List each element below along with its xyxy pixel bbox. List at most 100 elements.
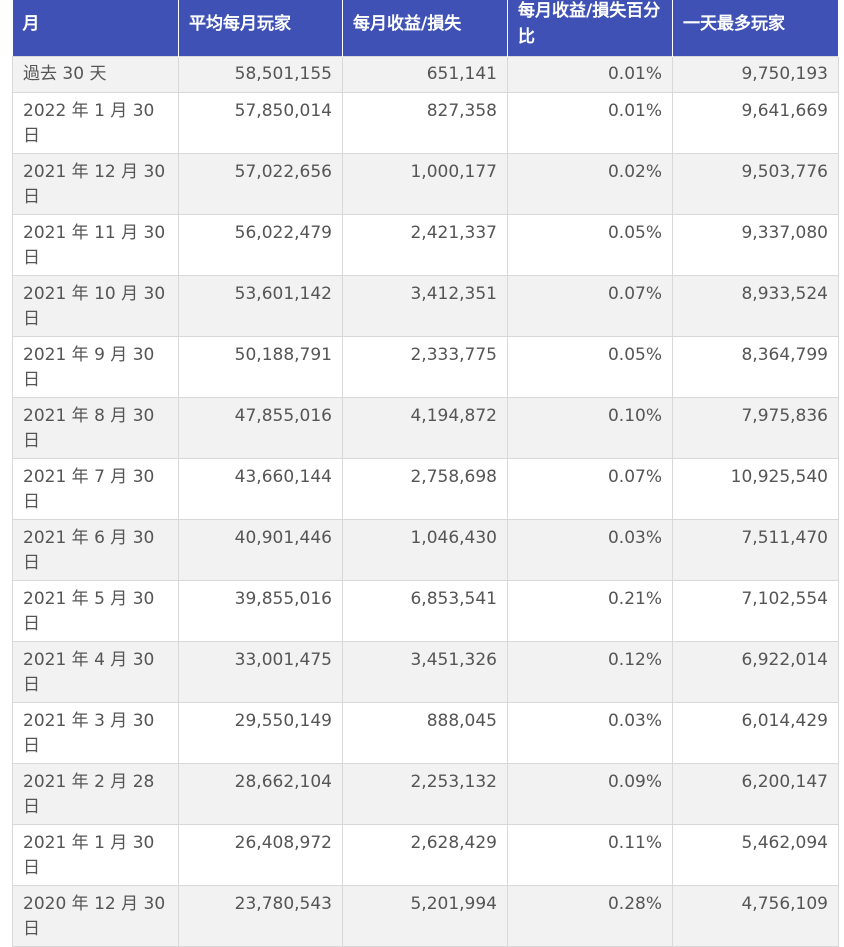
cell-monthly-gain-loss: 3,412,351 — [342, 275, 508, 337]
cell-monthly-gain-loss-percent: 0.02% — [507, 153, 673, 215]
cell-monthly-gain-loss: 888,045 — [342, 702, 508, 764]
cell-avg-monthly-players: 53,601,142 — [178, 275, 343, 337]
cell-avg-monthly-players: 28,662,104 — [178, 763, 343, 825]
cell-month: 2021 年 8 月 30 日 — [12, 397, 179, 459]
cell-month: 2021 年 2 月 28 日 — [12, 763, 179, 825]
cell-month: 2021 年 10 月 30 日 — [12, 275, 179, 337]
header-row: 月 平均每月玩家 每月收益/損失 每月收益/損失百分比 一天最多玩家 — [12, 0, 839, 57]
cell-avg-monthly-players: 40,901,446 — [178, 519, 343, 581]
table-row: 2021 年 8 月 30 日 47,855,016 4,194,872 0.10% 7… — [12, 397, 839, 459]
cell-monthly-gain-loss: 1,000,177 — [342, 153, 508, 215]
table-row: 2021 年 2 月 28 日 28,662,104 2,253,132 0.09% 6… — [12, 763, 839, 825]
cell-avg-monthly-players: 23,780,543 — [178, 885, 343, 947]
cell-monthly-gain-loss-percent: 0.07% — [507, 275, 673, 337]
cell-avg-monthly-players: 58,501,155 — [178, 56, 343, 93]
table-row: 2021 年 6 月 30 日 40,901,446 1,046,430 0.03% 7… — [12, 519, 839, 581]
cell-month: 2021 年 4 月 30 日 — [12, 641, 179, 703]
table-row: 2021 年 9 月 30 日 50,188,791 2,333,775 0.05% 8… — [12, 336, 839, 398]
cell-month: 2021 年 3 月 30 日 — [12, 702, 179, 764]
cell-monthly-gain-loss-percent: 0.03% — [507, 702, 673, 764]
cell-avg-monthly-players: 29,550,149 — [178, 702, 343, 764]
table-row: 2021 年 12 月 30 日 57,022,656 1,000,177 0.02%… — [12, 153, 839, 215]
cell-peak-daily-players: 6,922,014 — [672, 641, 839, 703]
header-peak-daily-players[interactable]: 一天最多玩家 — [672, 0, 839, 57]
cell-monthly-gain-loss-percent: 0.10% — [507, 397, 673, 459]
table-row: 2022 年 1 月 30 日 57,850,014 827,358 0.01% 9,6… — [12, 92, 839, 154]
table-body: 過去 30 天 58,501,155 651,141 0.01% 9,750,193 20… — [12, 56, 839, 947]
cell-peak-daily-players: 7,511,470 — [672, 519, 839, 581]
cell-monthly-gain-loss-percent: 0.09% — [507, 763, 673, 825]
cell-monthly-gain-loss: 2,253,132 — [342, 763, 508, 825]
cell-avg-monthly-players: 57,022,656 — [178, 153, 343, 215]
cell-monthly-gain-loss: 1,046,430 — [342, 519, 508, 581]
cell-peak-daily-players: 8,933,524 — [672, 275, 839, 337]
cell-peak-daily-players: 5,462,094 — [672, 824, 839, 886]
cell-peak-daily-players: 6,200,147 — [672, 763, 839, 825]
table-row: 2021 年 11 月 30 日 56,022,479 2,421,337 0.05%… — [12, 214, 839, 276]
table-row: 2021 年 10 月 30 日 53,601,142 3,412,351 0.07%… — [12, 275, 839, 337]
cell-monthly-gain-loss: 5,201,994 — [342, 885, 508, 947]
cell-month: 2021 年 9 月 30 日 — [12, 336, 179, 398]
table-row: 2021 年 4 月 30 日 33,001,475 3,451,326 0.12% 6… — [12, 641, 839, 703]
header-month[interactable]: 月 — [12, 0, 179, 57]
table-row: 2020 年 12 月 30 日 23,780,543 5,201,994 0.28%… — [12, 885, 839, 947]
cell-monthly-gain-loss-percent: 0.07% — [507, 458, 673, 520]
cell-peak-daily-players: 7,975,836 — [672, 397, 839, 459]
cell-monthly-gain-loss-percent: 0.21% — [507, 580, 673, 642]
cell-monthly-gain-loss: 827,358 — [342, 92, 508, 154]
cell-peak-daily-players: 9,641,669 — [672, 92, 839, 154]
cell-peak-daily-players: 10,925,540 — [672, 458, 839, 520]
player-stats-table-container: 月 平均每月玩家 每月收益/損失 每月收益/損失百分比 一天最多玩家 過去 30… — [12, 0, 839, 947]
table-row: 2021 年 3 月 30 日 29,550,149 888,045 0.03% 6,0… — [12, 702, 839, 764]
cell-peak-daily-players: 7,102,554 — [672, 580, 839, 642]
cell-month: 2021 年 12 月 30 日 — [12, 153, 179, 215]
cell-month: 2022 年 1 月 30 日 — [12, 92, 179, 154]
table-row: 2021 年 7 月 30 日 43,660,144 2,758,698 0.07% 1… — [12, 458, 839, 520]
cell-monthly-gain-loss: 3,451,326 — [342, 641, 508, 703]
cell-month: 2021 年 11 月 30 日 — [12, 214, 179, 276]
cell-monthly-gain-loss-percent: 0.28% — [507, 885, 673, 947]
cell-monthly-gain-loss: 6,853,541 — [342, 580, 508, 642]
cell-monthly-gain-loss-percent: 0.05% — [507, 214, 673, 276]
cell-month: 2021 年 6 月 30 日 — [12, 519, 179, 581]
table-row: 2021 年 5 月 30 日 39,855,016 6,853,541 0.21% 7… — [12, 580, 839, 642]
cell-avg-monthly-players: 33,001,475 — [178, 641, 343, 703]
cell-monthly-gain-loss: 2,333,775 — [342, 336, 508, 398]
cell-avg-monthly-players: 57,850,014 — [178, 92, 343, 154]
cell-avg-monthly-players: 47,855,016 — [178, 397, 343, 459]
cell-peak-daily-players: 9,337,080 — [672, 214, 839, 276]
cell-peak-daily-players: 9,750,193 — [672, 56, 839, 93]
cell-monthly-gain-loss-percent: 0.01% — [507, 92, 673, 154]
cell-monthly-gain-loss: 4,194,872 — [342, 397, 508, 459]
table-header: 月 平均每月玩家 每月收益/損失 每月收益/損失百分比 一天最多玩家 — [12, 0, 839, 57]
cell-avg-monthly-players: 26,408,972 — [178, 824, 343, 886]
cell-avg-monthly-players: 50,188,791 — [178, 336, 343, 398]
header-monthly-gain-loss-percent[interactable]: 每月收益/損失百分比 — [507, 0, 673, 57]
cell-month: 2021 年 7 月 30 日 — [12, 458, 179, 520]
cell-peak-daily-players: 6,014,429 — [672, 702, 839, 764]
cell-month: 2021 年 5 月 30 日 — [12, 580, 179, 642]
cell-avg-monthly-players: 43,660,144 — [178, 458, 343, 520]
cell-peak-daily-players: 4,756,109 — [672, 885, 839, 947]
cell-monthly-gain-loss-percent: 0.11% — [507, 824, 673, 886]
cell-monthly-gain-loss-percent: 0.05% — [507, 336, 673, 398]
cell-monthly-gain-loss-percent: 0.12% — [507, 641, 673, 703]
table-row: 2021 年 1 月 30 日 26,408,972 2,628,429 0.11% 5… — [12, 824, 839, 886]
cell-avg-monthly-players: 56,022,479 — [178, 214, 343, 276]
table-row: 過去 30 天 58,501,155 651,141 0.01% 9,750,193 — [12, 56, 839, 93]
cell-monthly-gain-loss-percent: 0.01% — [507, 56, 673, 93]
cell-avg-monthly-players: 39,855,016 — [178, 580, 343, 642]
player-stats-table: 月 平均每月玩家 每月收益/損失 每月收益/損失百分比 一天最多玩家 過去 30… — [12, 0, 839, 947]
cell-monthly-gain-loss: 651,141 — [342, 56, 508, 93]
cell-month: 過去 30 天 — [12, 56, 179, 93]
cell-monthly-gain-loss: 2,421,337 — [342, 214, 508, 276]
cell-month: 2021 年 1 月 30 日 — [12, 824, 179, 886]
cell-monthly-gain-loss-percent: 0.03% — [507, 519, 673, 581]
cell-peak-daily-players: 9,503,776 — [672, 153, 839, 215]
cell-monthly-gain-loss: 2,628,429 — [342, 824, 508, 886]
cell-month: 2020 年 12 月 30 日 — [12, 885, 179, 947]
header-monthly-gain-loss[interactable]: 每月收益/損失 — [342, 0, 508, 57]
cell-peak-daily-players: 8,364,799 — [672, 336, 839, 398]
cell-monthly-gain-loss: 2,758,698 — [342, 458, 508, 520]
header-avg-monthly-players[interactable]: 平均每月玩家 — [178, 0, 343, 57]
